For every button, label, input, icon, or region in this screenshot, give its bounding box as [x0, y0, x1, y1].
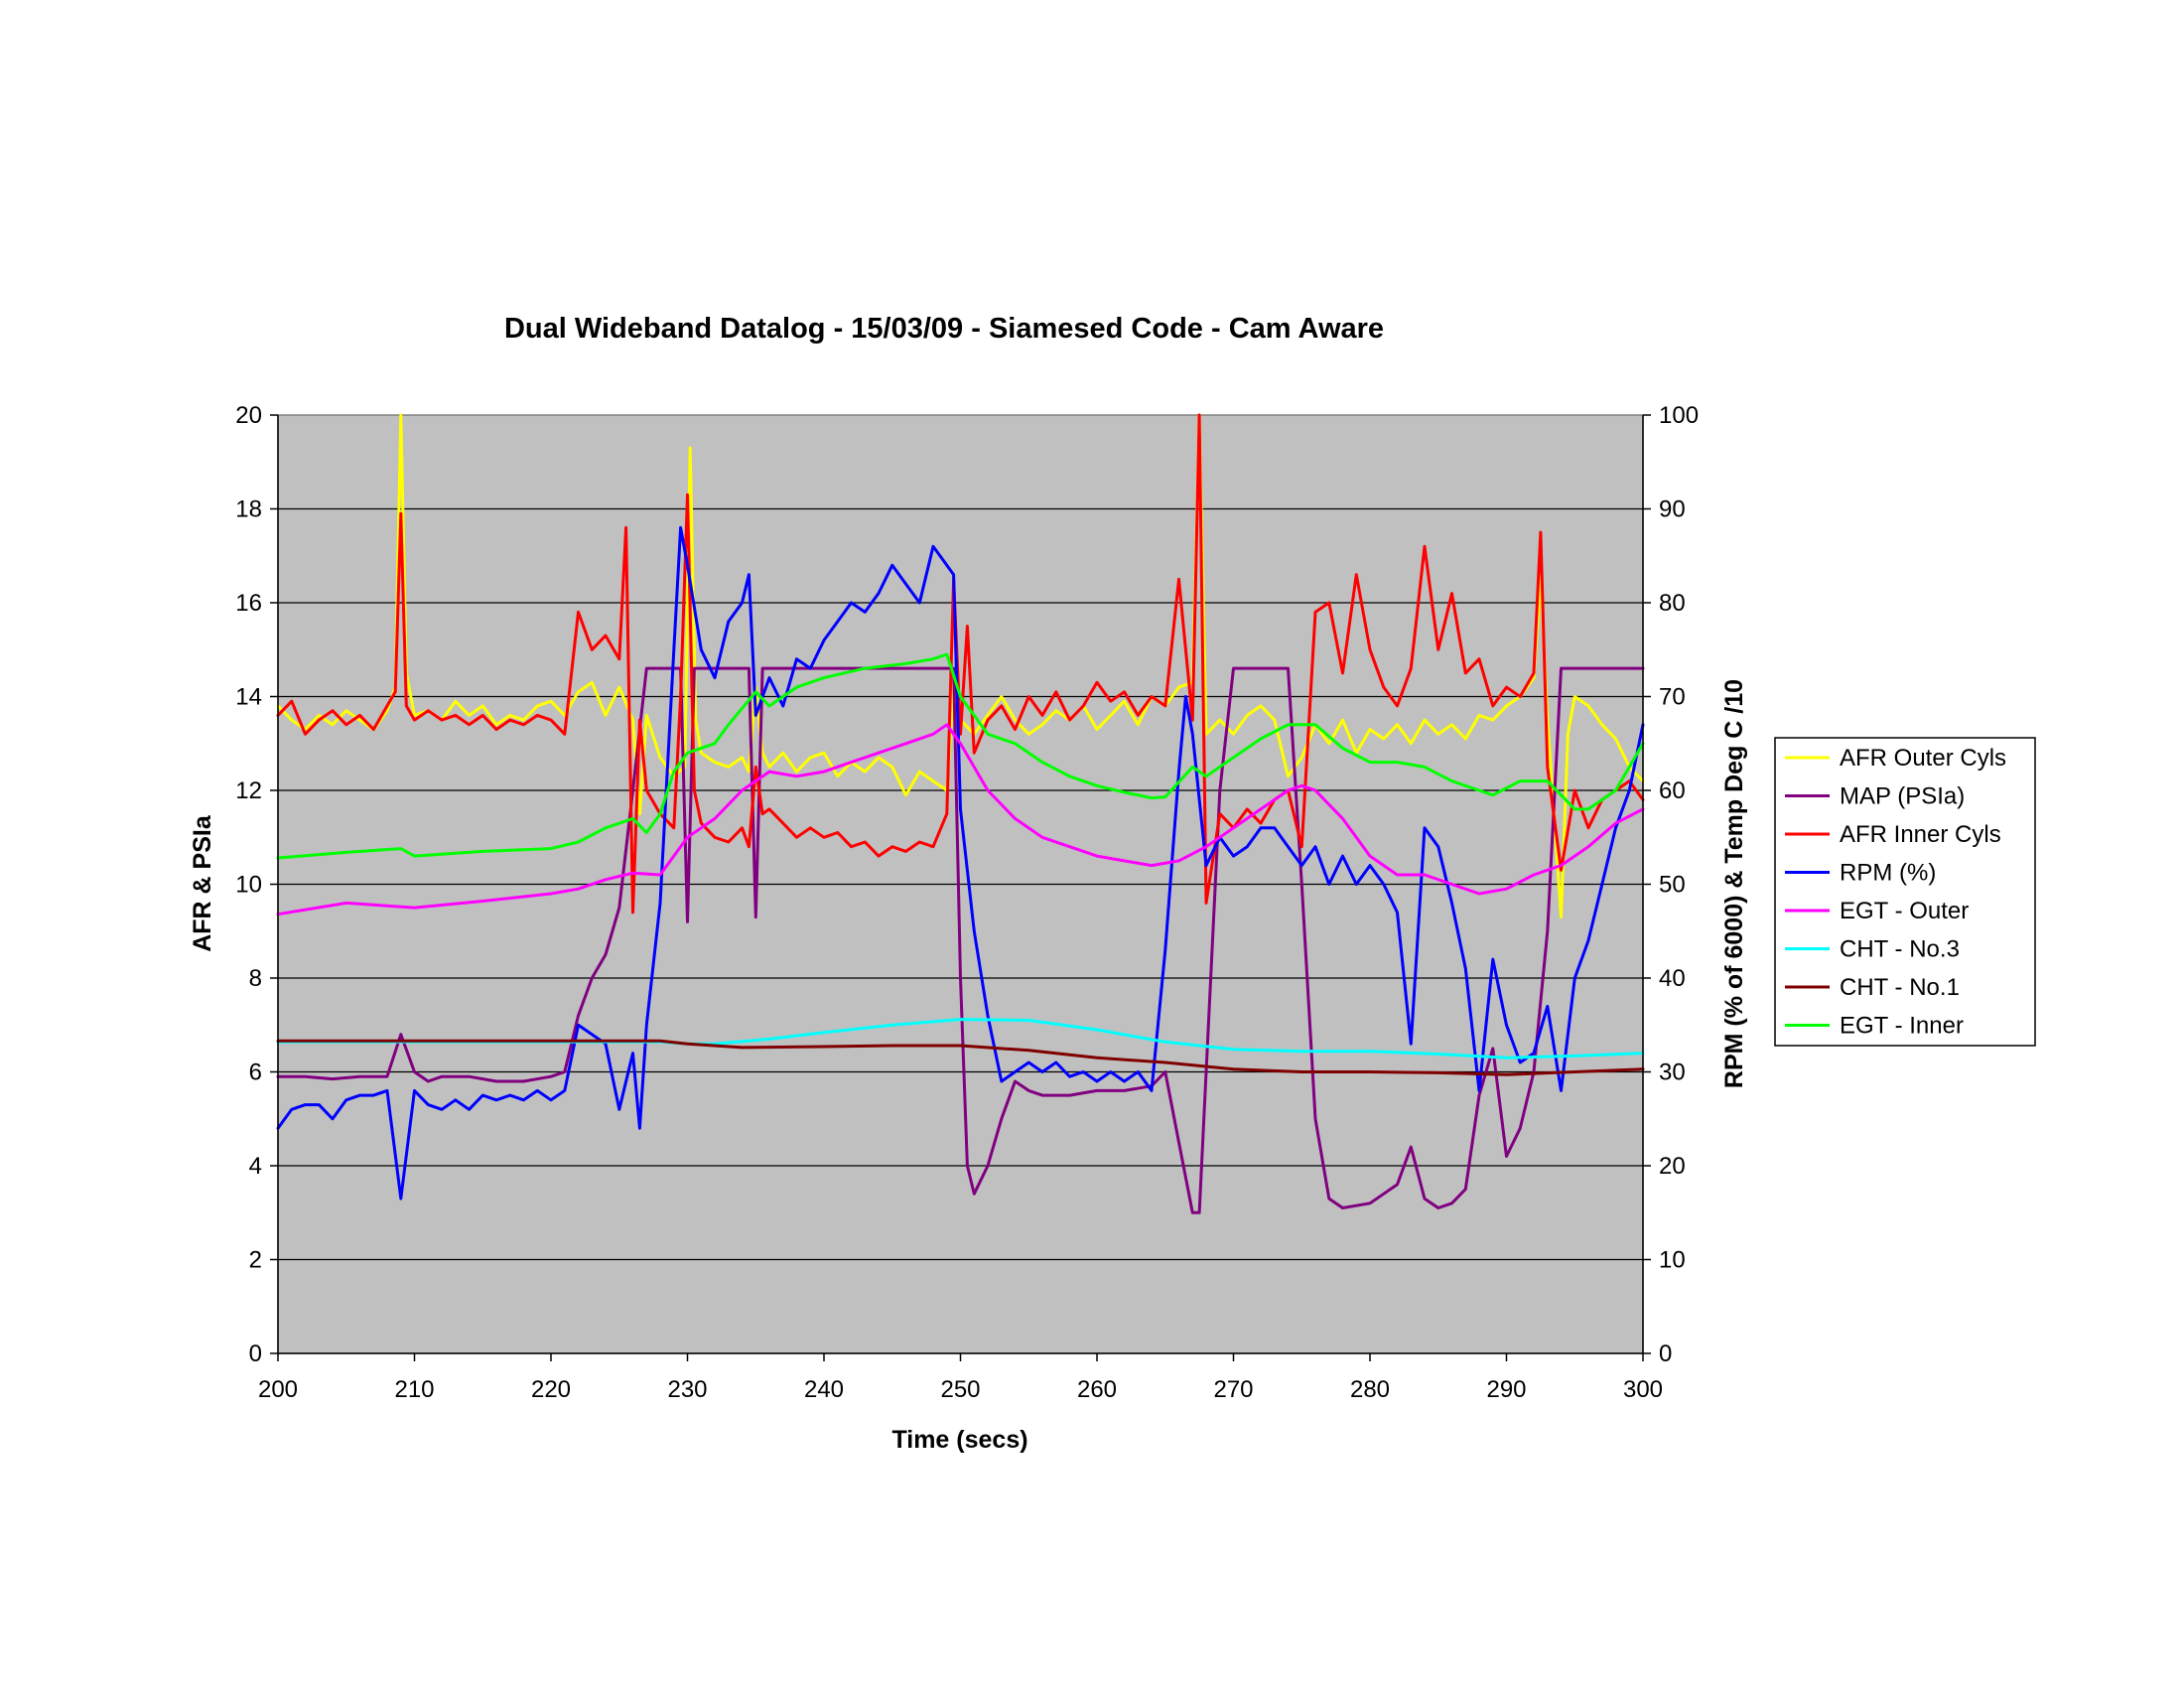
y-tick-label: 2: [249, 1247, 262, 1274]
y2-tick-label: 40: [1659, 965, 1686, 992]
y-tick-label: 18: [235, 496, 262, 523]
series-line-afr-inner-cyls: [276, 413, 1645, 915]
series-line-egt-inner: [276, 652, 1645, 860]
y2-tick-label: 0: [1659, 1340, 1672, 1367]
legend-label-map-psia: MAP (PSIa): [1840, 783, 1965, 810]
y2-tick-label: 50: [1659, 872, 1686, 899]
y2-tick-label: 60: [1659, 777, 1686, 804]
chart-title: Dual Wideband Datalog - 15/03/09 - Siame…: [504, 313, 1384, 345]
y-tick-label: 0: [249, 1340, 262, 1367]
y2-axis-title: RPM (% of 6000) & Temp Deg C /10: [1720, 679, 1748, 1088]
x-tick-label: 250: [940, 1376, 980, 1403]
x-tick-label: 220: [531, 1376, 571, 1403]
series-layer: [276, 413, 1645, 1214]
y-tick-label: 12: [235, 777, 262, 804]
x-tick-label: 210: [394, 1376, 434, 1403]
y2-tick-label: 90: [1659, 496, 1686, 523]
series-line-afr-outer-cyls: [276, 413, 1645, 919]
legend-label-egt-outer: EGT - Outer: [1840, 898, 1969, 924]
x-tick-label: 240: [804, 1376, 844, 1403]
x-axis-title: Time (secs): [891, 1426, 1027, 1454]
y2-tick-label: 70: [1659, 684, 1686, 711]
legend-label-egt-inner: EGT - Inner: [1840, 1013, 1964, 1040]
y-tick-label: 20: [235, 402, 262, 429]
y2-tick-label: 100: [1659, 402, 1699, 429]
y2-tick-label: 30: [1659, 1059, 1686, 1086]
y2-tick-label: 10: [1659, 1247, 1686, 1274]
x-tick-label: 300: [1623, 1376, 1663, 1403]
series-line-map-psia: [276, 666, 1645, 1214]
legend-label-cht-no-3: CHT - No.3: [1840, 936, 1960, 963]
legend-label-cht-no-1: CHT - No.1: [1840, 974, 1960, 1001]
y2-tick-label: 80: [1659, 590, 1686, 617]
y2-tick-label: 20: [1659, 1153, 1686, 1180]
legend: AFR Outer Cyls MAP (PSIa) AFR Inner Cyls RP…: [1774, 737, 2036, 1047]
series-line-cht-no-1: [276, 1039, 1645, 1076]
legend-label-rpm: RPM (%): [1840, 860, 1936, 887]
x-tick-label: 260: [1077, 1376, 1117, 1403]
y-tick-label: 16: [235, 590, 262, 617]
series-line-rpm: [276, 525, 1645, 1200]
y-tick-label: 14: [235, 684, 262, 711]
legend-label-afr-outer-cyls: AFR Outer Cyls: [1840, 745, 2006, 772]
y-tick-label: 6: [249, 1059, 262, 1086]
x-tick-label: 280: [1350, 1376, 1390, 1403]
y-axis-title: AFR & PSIa: [189, 814, 216, 952]
y-tick-label: 10: [235, 872, 262, 899]
axes: 0246810121416182001020304050607080901002…: [235, 402, 1699, 1403]
x-tick-label: 230: [667, 1376, 707, 1403]
legend-label-afr-inner-cyls: AFR Inner Cyls: [1840, 821, 2001, 848]
y-tick-label: 4: [249, 1153, 262, 1180]
x-tick-label: 200: [258, 1376, 298, 1403]
legend-box: [1774, 737, 2036, 1047]
y-tick-label: 8: [249, 965, 262, 992]
series-line-egt-outer: [276, 723, 1645, 917]
x-tick-label: 290: [1486, 1376, 1526, 1403]
x-tick-label: 270: [1213, 1376, 1253, 1403]
